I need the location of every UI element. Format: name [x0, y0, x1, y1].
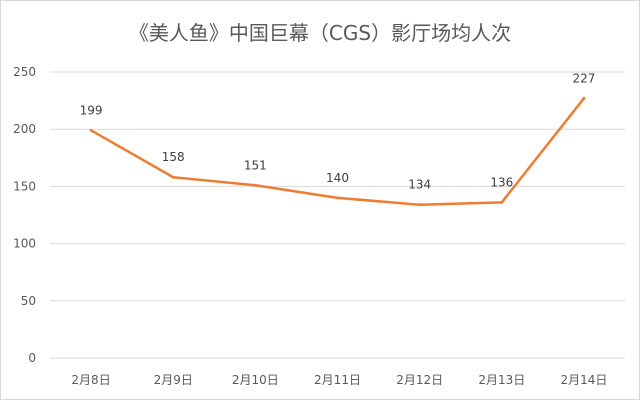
data-label: 136 — [490, 175, 513, 189]
data-labels: 199 158 151 140 134 136 227 — [80, 71, 596, 191]
series-layer — [89, 96, 586, 207]
x-tick-label: 2月14日 — [560, 373, 607, 387]
y-tick-label: 100 — [13, 237, 36, 251]
data-label: 227 — [572, 71, 595, 85]
data-point — [418, 203, 422, 207]
y-axis-ticks: 0 50 100 150 200 250 — [13, 65, 36, 365]
data-point — [171, 175, 175, 179]
data-label: 140 — [326, 171, 349, 185]
data-point — [89, 128, 93, 132]
x-axis-ticks: 2月8日 2月9日 2月10日 2月11日 2月12日 2月13日 2月14日 — [71, 373, 607, 387]
y-tick-label: 0 — [28, 351, 36, 365]
y-tick-label: 150 — [13, 179, 36, 193]
x-tick-label: 2月11日 — [314, 373, 361, 387]
data-point — [336, 196, 339, 200]
x-tick-label: 2月10日 — [232, 373, 279, 387]
data-point — [500, 200, 504, 204]
y-tick-label: 200 — [13, 122, 36, 136]
data-point — [582, 96, 586, 100]
data-point — [253, 183, 257, 187]
x-tick-label: 2月9日 — [154, 373, 193, 387]
data-label: 158 — [162, 150, 185, 164]
data-label: 199 — [80, 103, 103, 117]
gridlines — [50, 71, 625, 359]
y-tick-label: 50 — [21, 294, 36, 308]
data-label: 151 — [244, 158, 267, 172]
x-tick-label: 2月13日 — [478, 373, 525, 387]
x-tick-label: 2月8日 — [71, 373, 110, 387]
data-label: 134 — [408, 178, 431, 192]
x-tick-label: 2月12日 — [396, 373, 443, 387]
chart-title: 《美人鱼》中国巨幕（CGS）影厅场均人次 — [129, 21, 511, 45]
y-tick-label: 250 — [13, 65, 36, 79]
